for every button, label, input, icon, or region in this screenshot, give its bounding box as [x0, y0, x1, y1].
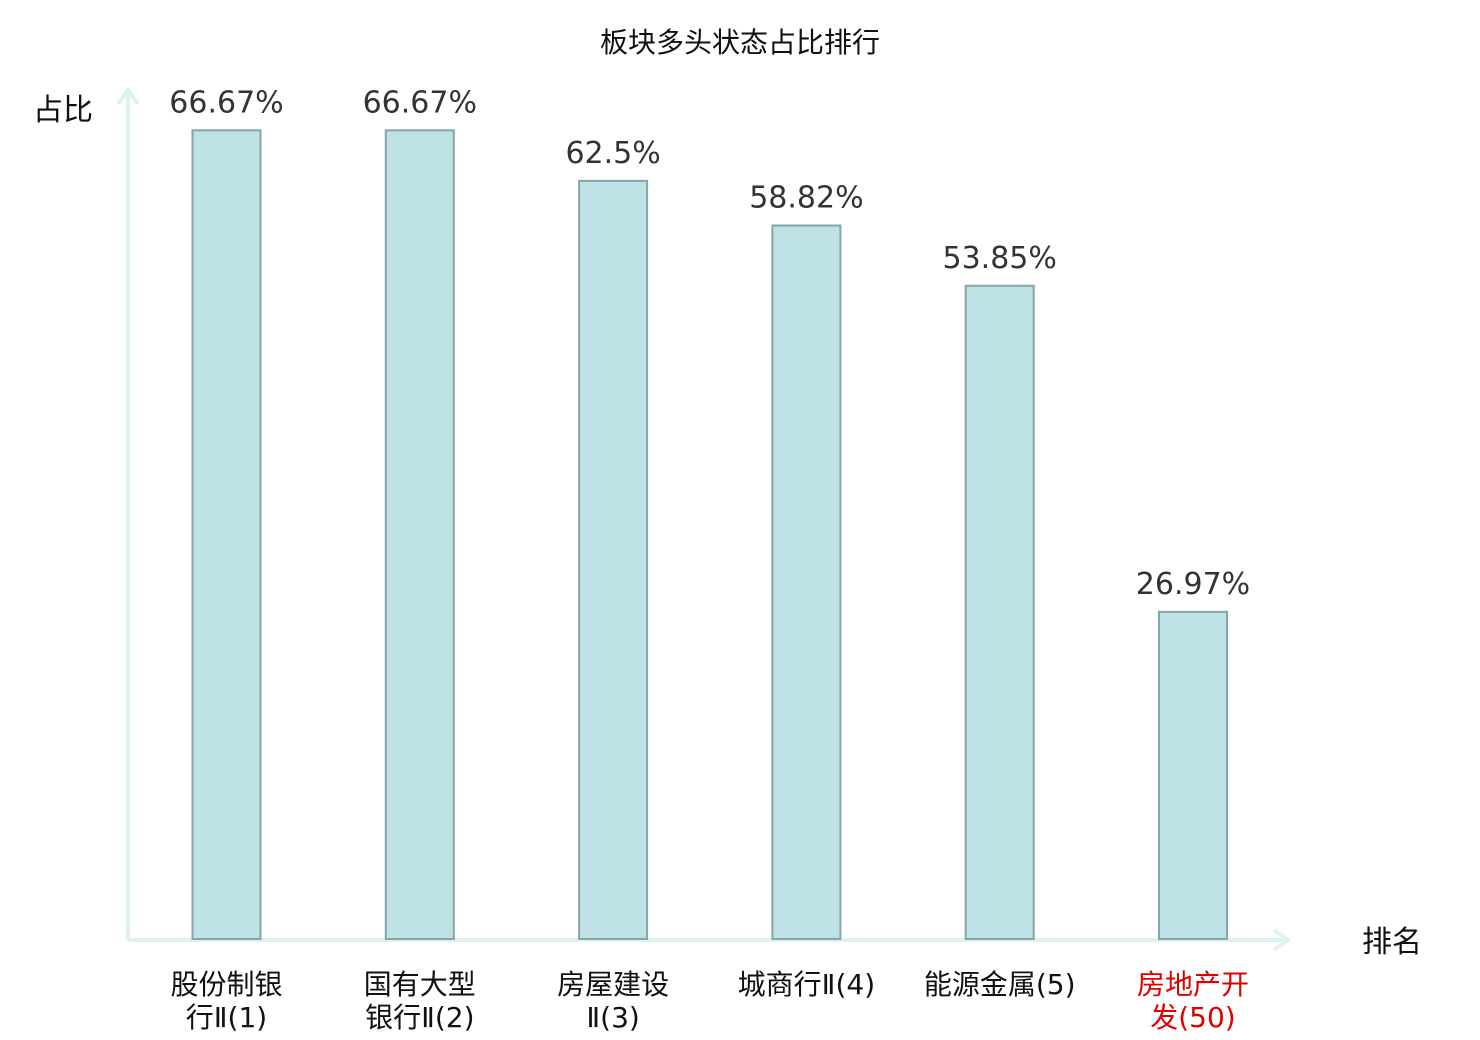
category-label-3-line-2: Ⅱ(3)	[586, 1001, 639, 1034]
category-label-6-line-1: 房地产开	[1137, 968, 1249, 1001]
category-label-1-line-2: 行Ⅱ(1)	[186, 1001, 267, 1034]
category-label-6-line-2: 发(50)	[1150, 1001, 1235, 1034]
bar-4	[771, 224, 842, 940]
category-label-2-line-2: 银行Ⅱ(2)	[365, 1001, 474, 1034]
value-label-5: 53.85%	[943, 241, 1057, 276]
value-label-1: 66.67%	[169, 85, 283, 120]
chart-title: 板块多头状态占比排行	[600, 26, 880, 59]
bars	[191, 129, 1228, 940]
value-label-6: 26.97%	[1136, 567, 1250, 602]
bar-3	[578, 179, 649, 940]
x-axis-arrow	[1272, 928, 1292, 952]
bar-6	[1158, 610, 1228, 940]
y-axis-label: 占比	[33, 93, 93, 128]
value-labels: 66.67% 66.67% 62.5% 58.82% 53.85% 26.97%	[169, 85, 1250, 602]
x-axis-label: 排名	[1362, 925, 1422, 960]
bar-5	[964, 284, 1035, 940]
value-label-3: 62.5%	[565, 136, 660, 171]
y-axis-arrow	[116, 86, 140, 106]
category-label-3-line-1: 房屋建设	[557, 968, 669, 1001]
category-label-5-line-1: 能源金属(5)	[924, 968, 1076, 1001]
bar-1	[191, 129, 262, 940]
category-label-4-line-1: 城商行Ⅱ(4)	[738, 968, 875, 1001]
bar-2	[384, 129, 455, 940]
axes	[116, 86, 1292, 952]
category-label-1-line-1: 股份制银	[170, 968, 282, 1001]
value-label-2: 66.67%	[363, 85, 477, 120]
category-label-2-line-1: 国有大型	[364, 968, 476, 1001]
value-label-4: 58.82%	[749, 181, 863, 216]
